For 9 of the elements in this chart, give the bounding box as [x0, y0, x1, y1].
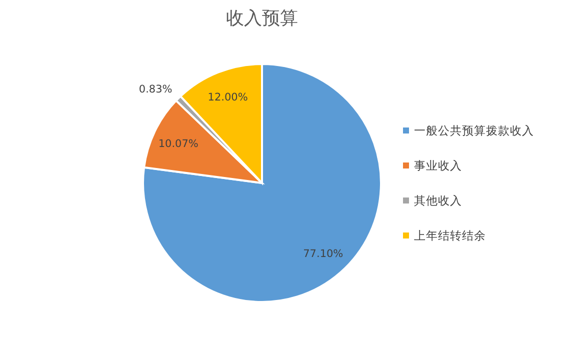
data-label: 12.00% [208, 92, 248, 104]
data-label: 0.83% [138, 83, 172, 96]
chart-title: 收入预算 [226, 8, 298, 29]
legend-label: 上年结转结余 [414, 228, 486, 242]
legend-label: 一般公共预算拨款收入 [414, 124, 534, 138]
data-label: 10.07% [158, 138, 198, 150]
legend-label: 其他收入 [414, 194, 462, 208]
data-label: 77.10% [303, 248, 344, 260]
legend-label: 事业收入 [414, 158, 462, 172]
